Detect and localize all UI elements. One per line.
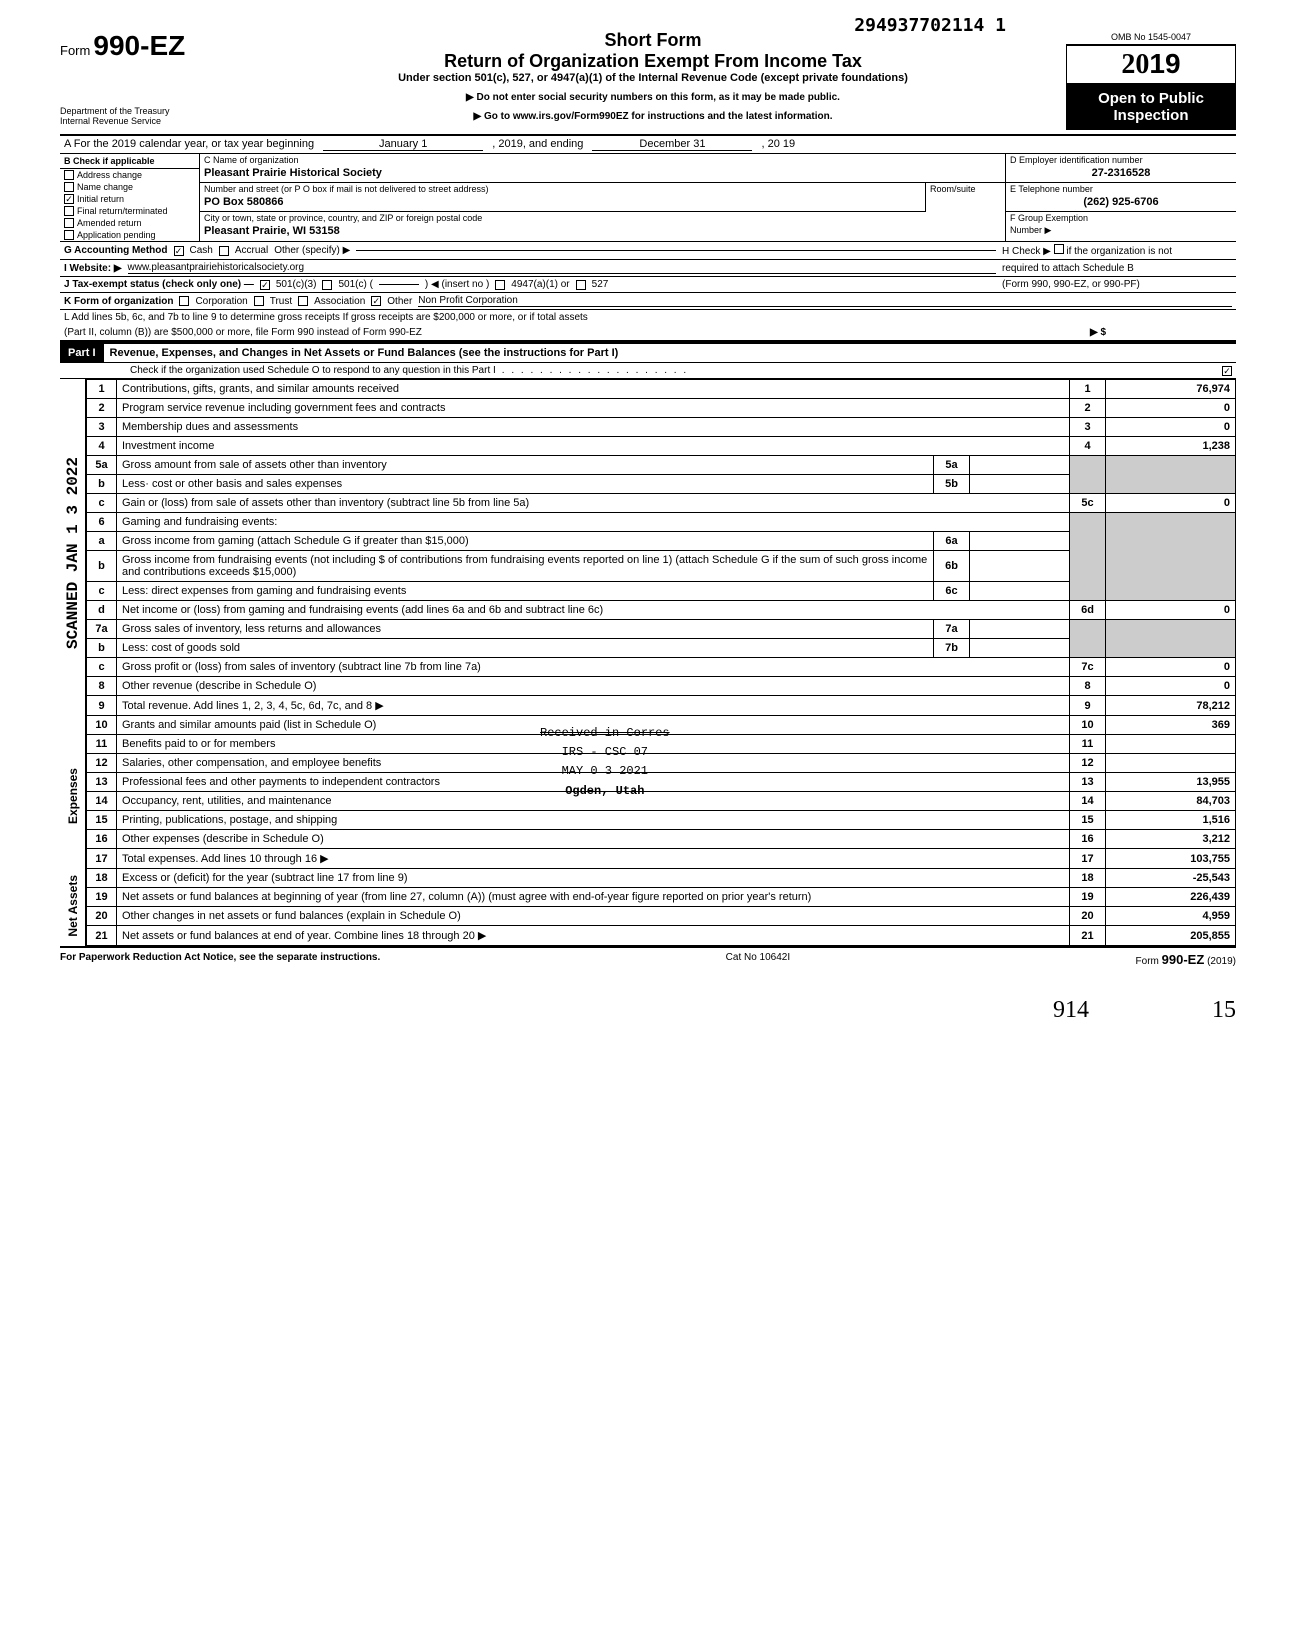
table-row: 15Printing, publications, postage, and s… <box>87 811 1236 830</box>
col-c-org: C Name of organization Pleasant Prairie … <box>200 154 1006 241</box>
table-row: 5aGross amount from sale of assets other… <box>87 456 1236 475</box>
table-row: 16Other expenses (describe in Schedule O… <box>87 830 1236 849</box>
line-l: L Add lines 5b, 6c, and 7b to line 9 to … <box>60 310 1236 325</box>
table-row: cGross profit or (loss) from sales of in… <box>87 658 1236 677</box>
financial-table: 1Contributions, gifts, grants, and simil… <box>86 379 1236 946</box>
chk-trust[interactable] <box>254 296 264 306</box>
financial-table-wrap: 1Contributions, gifts, grants, and simil… <box>86 379 1236 946</box>
footer-mid: Cat No 10642I <box>726 952 791 967</box>
chk-app-pending[interactable] <box>64 230 74 240</box>
table-row: 21Net assets or fund balances at end of … <box>87 926 1236 946</box>
form-prefix: Form <box>60 43 90 58</box>
ssn-warning: ▶ Do not enter social security numbers o… <box>250 92 1056 103</box>
table-row: 3Membership dues and assessments30 <box>87 418 1236 437</box>
line-i: I Website: ▶ www.pleasantprairiehistoric… <box>60 260 1236 277</box>
chk-final-return[interactable] <box>64 206 74 216</box>
table-row: 20Other changes in net assets or fund ba… <box>87 907 1236 926</box>
table-row: 17Total expenses. Add lines 10 through 1… <box>87 849 1236 869</box>
table-row: cLess: direct expenses from gaming and f… <box>87 582 1236 601</box>
chk-corp[interactable] <box>179 296 189 306</box>
telephone: (262) 925-6706 <box>1006 195 1236 212</box>
period-begin: January 1 <box>323 138 483 151</box>
table-row: 8Other revenue (describe in Schedule O)8… <box>87 677 1236 696</box>
table-row: bGross income from fundraising events (n… <box>87 551 1236 582</box>
col-d-ids: D Employer identification number 27-2316… <box>1006 154 1236 241</box>
handwritten-marks: 914 15 <box>60 997 1236 1024</box>
main-title: Return of Organization Exempt From Incom… <box>250 51 1056 72</box>
footer-left: For Paperwork Reduction Act Notice, see … <box>60 952 380 967</box>
form-number-cell: Form 990-EZ Department of the Treasury I… <box>60 30 240 130</box>
received-stamp: Received in Corres IRS - CSC 07 MAY 0 3 … <box>540 724 670 801</box>
tax-year-box: 2019 <box>1066 45 1236 84</box>
period-end: December 31 <box>592 138 752 151</box>
subtitle: Under section 501(c), 527, or 4947(a)(1)… <box>250 72 1056 84</box>
chk-501c[interactable] <box>322 280 332 290</box>
website: www.pleasantprairiehistoricalsociety.org <box>128 262 996 274</box>
right-header-cell: OMB No 1545-0047 2019 Open to Public Ins… <box>1066 30 1236 130</box>
col-b-checkboxes: B Check if applicable Address change Nam… <box>60 154 200 241</box>
table-row: cGain or (loss) from sale of assets othe… <box>87 494 1236 513</box>
line-j: J Tax-exempt status (check only one) — ✓… <box>60 277 1236 293</box>
ein: 27-2316528 <box>1006 166 1236 183</box>
footer-row: For Paperwork Reduction Act Notice, see … <box>60 946 1236 967</box>
handwrite-15: 15 <box>1212 997 1236 1023</box>
chk-527[interactable] <box>576 280 586 290</box>
table-row: bLess: cost of goods sold7b <box>87 639 1236 658</box>
table-row: 19Net assets or fund balances at beginni… <box>87 888 1236 907</box>
expenses-label: Expenses <box>66 768 80 824</box>
chk-accrual[interactable] <box>219 246 229 256</box>
chk-initial-return[interactable]: ✓ <box>64 194 74 204</box>
table-row: 6Gaming and fundraising events: <box>87 513 1236 532</box>
part1-header: Part I Revenue, Expenses, and Changes in… <box>60 342 1236 363</box>
table-row: 9Total revenue. Add lines 1, 2, 3, 4, 5c… <box>87 696 1236 716</box>
chk-assoc[interactable] <box>298 296 308 306</box>
title-cell: Short Form Return of Organization Exempt… <box>240 30 1066 122</box>
dept-treasury: Department of the Treasury Internal Reve… <box>60 102 240 130</box>
form-number: 990-EZ <box>93 30 185 61</box>
org-name: Pleasant Prairie Historical Society <box>200 166 1005 183</box>
part1-check-line: Check if the organization used Schedule … <box>60 363 1236 379</box>
table-row: 1Contributions, gifts, grants, and simil… <box>87 380 1236 399</box>
table-row: dNet income or (loss) from gaming and fu… <box>87 601 1236 620</box>
line-g-h: G Accounting Method ✓Cash Accrual Other … <box>60 242 1236 260</box>
inspection-box: Open to Public Inspection <box>1066 84 1236 130</box>
chk-4947[interactable] <box>495 280 505 290</box>
chk-amended[interactable] <box>64 218 74 228</box>
org-address: PO Box 580866 <box>200 195 925 212</box>
org-city: Pleasant Prairie, WI 53158 <box>200 224 1005 240</box>
period-row: A For the 2019 calendar year, or tax yea… <box>60 136 1236 154</box>
chk-501c3[interactable]: ✓ <box>260 280 270 290</box>
org-info-block: B Check if applicable Address change Nam… <box>60 154 1236 242</box>
stamp-number: 294937702114 1 <box>854 15 1006 36</box>
part1-label: Part I <box>60 344 104 362</box>
netassets-label: Net Assets <box>66 875 80 937</box>
line-h: H Check ▶ if the organization is not <box>1002 244 1232 257</box>
table-row: aGross income from gaming (attach Schedu… <box>87 532 1236 551</box>
chk-h[interactable] <box>1054 244 1064 254</box>
chk-name-change[interactable] <box>64 182 74 192</box>
line-k: K Form of organization Corporation Trust… <box>60 293 1236 310</box>
form-header: Form 990-EZ Department of the Treasury I… <box>60 30 1236 136</box>
table-row: 7aGross sales of inventory, less returns… <box>87 620 1236 639</box>
other-org-type: Non Profit Corporation <box>418 295 1232 307</box>
table-row: 4Investment income41,238 <box>87 437 1236 456</box>
chk-other-org[interactable]: ✓ <box>371 296 381 306</box>
table-row: 2Program service revenue including gover… <box>87 399 1236 418</box>
side-labels: SCANNED JAN 1 3 2022 Expenses Net Assets <box>60 379 86 946</box>
goto-url: ▶ Go to www.irs.gov/Form990EZ for instru… <box>250 111 1056 122</box>
financial-layout: Received in Corres IRS - CSC 07 MAY 0 3 … <box>60 379 1236 946</box>
chk-address-change[interactable] <box>64 170 74 180</box>
omb-number: OMB No 1545-0047 <box>1066 30 1236 45</box>
table-row: bLess· cost or other basis and sales exp… <box>87 475 1236 494</box>
chk-schedule-o[interactable]: ✓ <box>1222 366 1232 376</box>
handwrite-914: 914 <box>1053 997 1089 1023</box>
footer-right: Form 990-EZ (2019) <box>1136 952 1236 967</box>
scanned-stamp: SCANNED JAN 1 3 2022 <box>64 457 82 649</box>
table-row: 18Excess or (deficit) for the year (subt… <box>87 869 1236 888</box>
chk-cash[interactable]: ✓ <box>174 246 184 256</box>
